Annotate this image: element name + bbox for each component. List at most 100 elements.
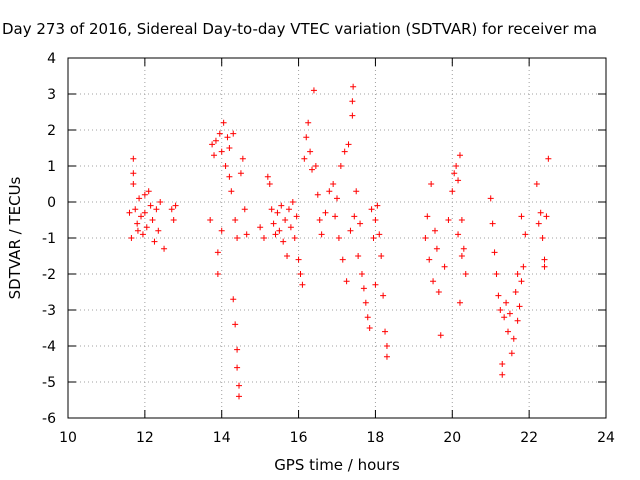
- data-points: [126, 83, 552, 400]
- y-tick-label: 0: [47, 195, 56, 211]
- data-point: [291, 235, 298, 241]
- data-point: [380, 292, 387, 299]
- data-point: [301, 155, 308, 162]
- data-point: [151, 238, 158, 245]
- data-point: [501, 314, 508, 321]
- data-point: [366, 325, 373, 331]
- data-point: [431, 227, 438, 234]
- data-point: [237, 170, 244, 177]
- data-point: [330, 181, 337, 187]
- data-point: [310, 87, 317, 94]
- data-point: [132, 206, 139, 213]
- data-point: [282, 217, 289, 223]
- data-point: [216, 130, 223, 137]
- data-point: [207, 217, 214, 223]
- data-point: [358, 271, 365, 277]
- data-point: [128, 235, 135, 241]
- data-point: [130, 170, 137, 177]
- data-point: [305, 119, 312, 126]
- y-tick-label: -6: [42, 411, 56, 427]
- data-point: [234, 235, 241, 241]
- y-tick-label: -2: [42, 267, 56, 283]
- data-point: [349, 112, 356, 119]
- data-point: [339, 256, 346, 263]
- data-point: [130, 181, 137, 187]
- data-point: [145, 188, 152, 195]
- data-point: [287, 224, 294, 231]
- data-point: [349, 98, 356, 105]
- data-point: [299, 281, 306, 288]
- data-point: [357, 220, 364, 227]
- data-point: [335, 235, 342, 241]
- y-tick-label: -5: [42, 375, 56, 391]
- data-point: [535, 220, 542, 227]
- data-point: [297, 271, 304, 277]
- data-point: [153, 206, 160, 213]
- data-point: [161, 245, 168, 252]
- data-point: [303, 134, 310, 141]
- data-point: [497, 307, 504, 313]
- data-point: [285, 206, 292, 213]
- data-point: [343, 278, 350, 285]
- data-point: [239, 155, 246, 162]
- data-point: [234, 346, 241, 353]
- data-point: [266, 181, 273, 187]
- data-point: [518, 213, 525, 220]
- data-point: [218, 148, 225, 155]
- data-point: [512, 289, 519, 295]
- data-point: [312, 163, 319, 169]
- data-point: [355, 253, 362, 259]
- data-point: [280, 238, 287, 245]
- data-point: [139, 231, 146, 238]
- data-point: [134, 220, 141, 227]
- data-point: [514, 271, 521, 277]
- data-point: [350, 83, 357, 90]
- data-point: [376, 231, 383, 238]
- data-point: [334, 195, 340, 202]
- data-point: [424, 213, 431, 220]
- data-point: [506, 310, 513, 317]
- data-point: [453, 163, 460, 169]
- data-point: [520, 263, 527, 270]
- data-point: [437, 332, 444, 339]
- data-point: [543, 213, 550, 220]
- data-point: [147, 202, 154, 209]
- data-point: [218, 227, 225, 234]
- data-point: [316, 217, 323, 223]
- data-point: [243, 231, 250, 238]
- y-tick-label: -1: [42, 231, 56, 247]
- x-tick-label: 18: [367, 430, 385, 446]
- data-point: [214, 271, 221, 277]
- data-point: [489, 220, 496, 227]
- data-point: [383, 343, 390, 349]
- data-point: [449, 188, 456, 195]
- data-point: [456, 152, 463, 159]
- data-point: [326, 188, 333, 195]
- data-point: [230, 296, 237, 303]
- data-point: [228, 188, 235, 195]
- data-point: [383, 353, 390, 360]
- data-point: [226, 173, 233, 180]
- data-point: [270, 220, 277, 227]
- x-tick-label: 10: [59, 430, 77, 446]
- data-point: [141, 209, 148, 216]
- data-point: [272, 231, 279, 238]
- data-point: [126, 209, 133, 216]
- data-point: [212, 137, 219, 144]
- data-point: [157, 199, 164, 205]
- x-tick-label: 22: [520, 430, 538, 446]
- data-point: [230, 130, 237, 137]
- y-tick-label: -3: [42, 303, 56, 319]
- data-point: [172, 202, 179, 209]
- data-point: [430, 278, 437, 285]
- data-point: [170, 217, 177, 223]
- data-point: [347, 227, 354, 234]
- data-point: [510, 335, 517, 342]
- data-point: [487, 195, 494, 202]
- data-point: [318, 231, 325, 238]
- data-point: [278, 202, 285, 209]
- data-point: [374, 202, 381, 209]
- data-point: [268, 206, 275, 213]
- data-point: [353, 188, 360, 195]
- data-point: [307, 148, 314, 155]
